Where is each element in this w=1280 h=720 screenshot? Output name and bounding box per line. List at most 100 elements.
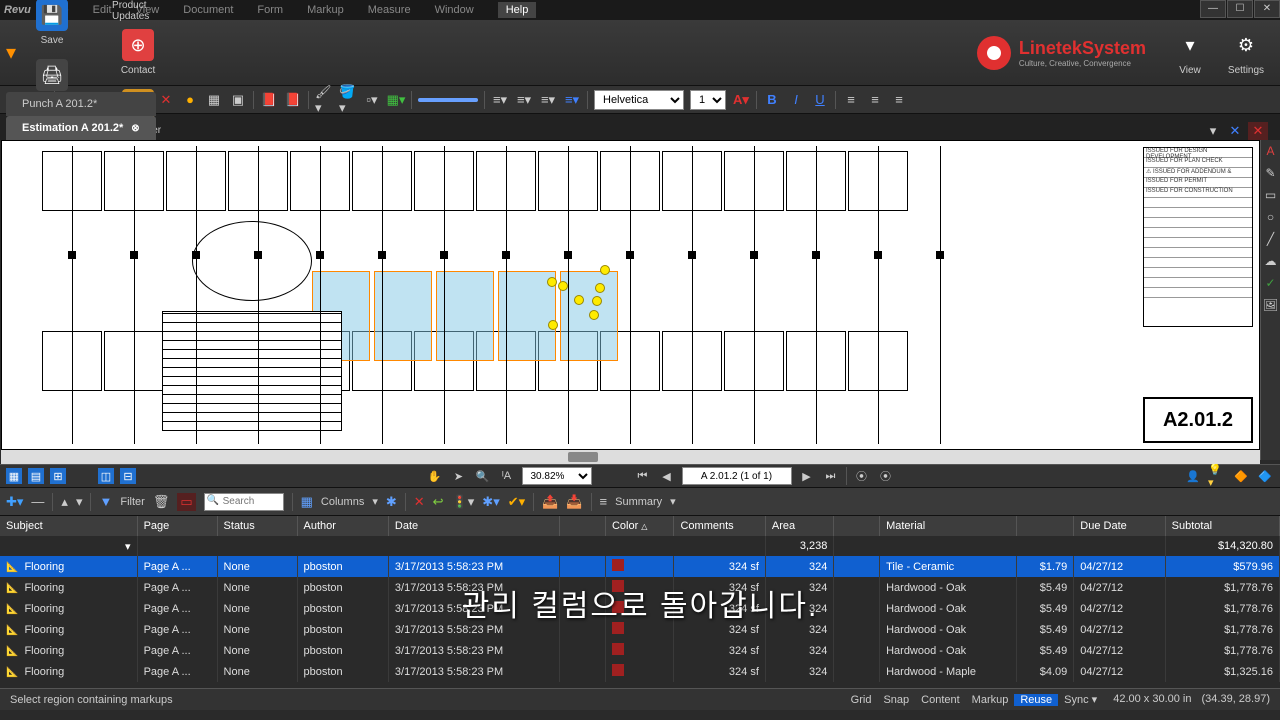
maximize-button[interactable]: ☐ xyxy=(1227,0,1253,18)
column-header[interactable]: Page xyxy=(137,516,217,536)
doc-tab[interactable]: Punch A 201.2* xyxy=(6,92,156,116)
filter-label[interactable]: Filter xyxy=(120,496,144,508)
table-row[interactable]: 📐FlooringPage A ...Nonepboston3/17/2013 … xyxy=(0,661,1280,682)
stamp-icon[interactable]: ▣ xyxy=(229,91,247,109)
prev-page-icon[interactable]: ◀ xyxy=(658,467,676,485)
hatch-icon[interactable]: ▦▾ xyxy=(387,91,405,109)
mode-reuse[interactable]: Reuse xyxy=(1014,694,1058,706)
mode-content[interactable]: Content xyxy=(915,694,966,706)
column-header[interactable] xyxy=(834,516,880,536)
mode-sync ▾[interactable]: Sync ▾ xyxy=(1058,694,1103,706)
column-header[interactable] xyxy=(560,516,606,536)
column-header[interactable]: Date xyxy=(388,516,559,536)
filter-icon[interactable]: ▼ xyxy=(99,494,112,509)
import-icon[interactable]: 📥 xyxy=(566,494,582,510)
remove-icon[interactable]: — xyxy=(31,494,44,509)
pan-icon[interactable]: ✋ xyxy=(426,467,444,485)
table-row[interactable]: 📐FlooringPage A ...Nonepboston3/17/2013 … xyxy=(0,640,1280,661)
add-icon[interactable]: ✚▾ xyxy=(6,494,23,510)
bold-icon[interactable]: B xyxy=(763,91,781,109)
first-page-icon[interactable]: ⏮ xyxy=(634,467,652,485)
search-input[interactable] xyxy=(204,493,284,511)
drawing-viewport[interactable]: ISSUED FOR DESIGN DEVELOPMENT ISSUED FOR… xyxy=(1,140,1260,450)
column-header[interactable]: Author xyxy=(297,516,388,536)
box-icon[interactable]: ▫▾ xyxy=(363,91,381,109)
underline-icon[interactable]: U xyxy=(811,91,829,109)
layers-icon[interactable]: ▦ xyxy=(205,91,223,109)
menu-document[interactable]: Document xyxy=(183,4,233,16)
thumb1-icon[interactable]: ▦ xyxy=(6,468,22,484)
column-header[interactable]: Subtotal xyxy=(1165,516,1279,536)
menu-measure[interactable]: Measure xyxy=(368,4,411,16)
toolbar-settings[interactable]: ⚙Settings xyxy=(1220,23,1272,83)
close-button[interactable]: ✕ xyxy=(1254,0,1280,18)
mode-snap[interactable]: Snap xyxy=(877,694,915,706)
column-header[interactable]: Status xyxy=(217,516,297,536)
column-header[interactable]: Due Date xyxy=(1074,516,1165,536)
tool-cloud-icon[interactable]: ☁ xyxy=(1261,250,1280,272)
dropdown-icon[interactable]: ▾ xyxy=(6,40,16,65)
summary-label[interactable]: Summary xyxy=(615,496,662,508)
doc-tab[interactable]: Estimation A 201.2*⊗ xyxy=(6,116,156,140)
brush-icon[interactable]: 🖌▾ xyxy=(315,91,333,109)
thumb2-icon[interactable]: ▤ xyxy=(28,468,44,484)
justify-right-icon[interactable]: ≡ xyxy=(890,91,908,109)
tab-record-icon[interactable]: ✕ xyxy=(1248,122,1268,140)
user-icon[interactable]: 👤 xyxy=(1184,467,1202,485)
page-input[interactable] xyxy=(682,467,792,485)
last-page-icon[interactable]: ⏭ xyxy=(822,467,840,485)
mode-grid[interactable]: Grid xyxy=(845,694,878,706)
columns-label[interactable]: Columns xyxy=(321,496,364,508)
up-icon[interactable]: ▴ xyxy=(61,494,68,510)
clear-filter-icon[interactable]: 🗑 xyxy=(153,494,170,510)
tab-menu-icon[interactable]: ▾ xyxy=(1204,122,1222,140)
down-icon[interactable]: ▾ xyxy=(76,494,83,510)
forward-icon[interactable]: ⦿ xyxy=(877,467,895,485)
blue-icon[interactable]: 🔷 xyxy=(1256,467,1274,485)
column-header[interactable]: Comments xyxy=(674,516,765,536)
font-size-select[interactable]: 10 xyxy=(690,90,726,110)
menu-help[interactable]: Help xyxy=(498,2,537,18)
minimize-button[interactable]: — xyxy=(1200,0,1226,18)
mode-markup[interactable]: Markup xyxy=(966,694,1015,706)
split1-icon[interactable]: ◫ xyxy=(98,468,114,484)
highlight-icon[interactable]: ● xyxy=(181,91,199,109)
pdf2-icon[interactable]: 📕 xyxy=(284,91,302,109)
line-weight[interactable] xyxy=(418,98,478,102)
tool-line-icon[interactable]: ╱ xyxy=(1261,228,1280,250)
menu-edit[interactable]: Edit xyxy=(93,4,112,16)
menu-markup[interactable]: Markup xyxy=(307,4,344,16)
thumb3-icon[interactable]: ⊞ xyxy=(50,468,66,484)
text-select-icon[interactable]: ᴵA xyxy=(498,467,516,485)
delete-icon[interactable]: ✕ xyxy=(157,91,175,109)
column-header[interactable]: Area xyxy=(765,516,834,536)
align-center-icon[interactable]: ≡▾ xyxy=(515,91,533,109)
toolbar-view[interactable]: ▾View xyxy=(1164,23,1216,83)
tool-pen-icon[interactable]: ✎ xyxy=(1261,162,1280,184)
justify-left-icon[interactable]: ≡ xyxy=(842,91,860,109)
export-icon[interactable]: 📤 xyxy=(542,494,558,510)
table-row[interactable]: 📐FlooringPage A ...Nonepboston3/17/2013 … xyxy=(0,556,1280,577)
column-header[interactable]: Color △ xyxy=(605,516,674,536)
tool-check-icon[interactable]: ✓ xyxy=(1261,272,1280,294)
tool-circle-icon[interactable]: ○ xyxy=(1261,206,1280,228)
check-icon[interactable]: ✔▾ xyxy=(508,494,525,510)
font-family-select[interactable]: Helvetica xyxy=(594,90,684,110)
cog-icon[interactable]: ✱▾ xyxy=(482,494,499,510)
split2-icon[interactable]: ⊟ xyxy=(120,468,136,484)
pdf-icon[interactable]: 📕 xyxy=(260,91,278,109)
toolbar-save[interactable]: 💾Save xyxy=(26,0,78,53)
del-icon[interactable]: ✕ xyxy=(414,494,425,510)
zoom-icon[interactable]: 🔍 xyxy=(474,467,492,485)
column-header[interactable]: Subject xyxy=(0,516,137,536)
column-header[interactable]: Material xyxy=(880,516,1017,536)
tool-rect-icon[interactable]: ▭ xyxy=(1261,184,1280,206)
tab-close-icon[interactable]: ✕ xyxy=(1226,122,1244,140)
horizontal-scrollbar[interactable] xyxy=(1,450,1260,464)
align-right-icon[interactable]: ≡▾ xyxy=(539,91,557,109)
column-header[interactable] xyxy=(1017,516,1074,536)
menu-window[interactable]: Window xyxy=(435,4,474,16)
summary-icon[interactable]: ≡ xyxy=(600,494,608,509)
tool-image-icon[interactable]: 🖼 xyxy=(1261,294,1280,316)
tool-a-icon[interactable]: A xyxy=(1261,140,1280,162)
